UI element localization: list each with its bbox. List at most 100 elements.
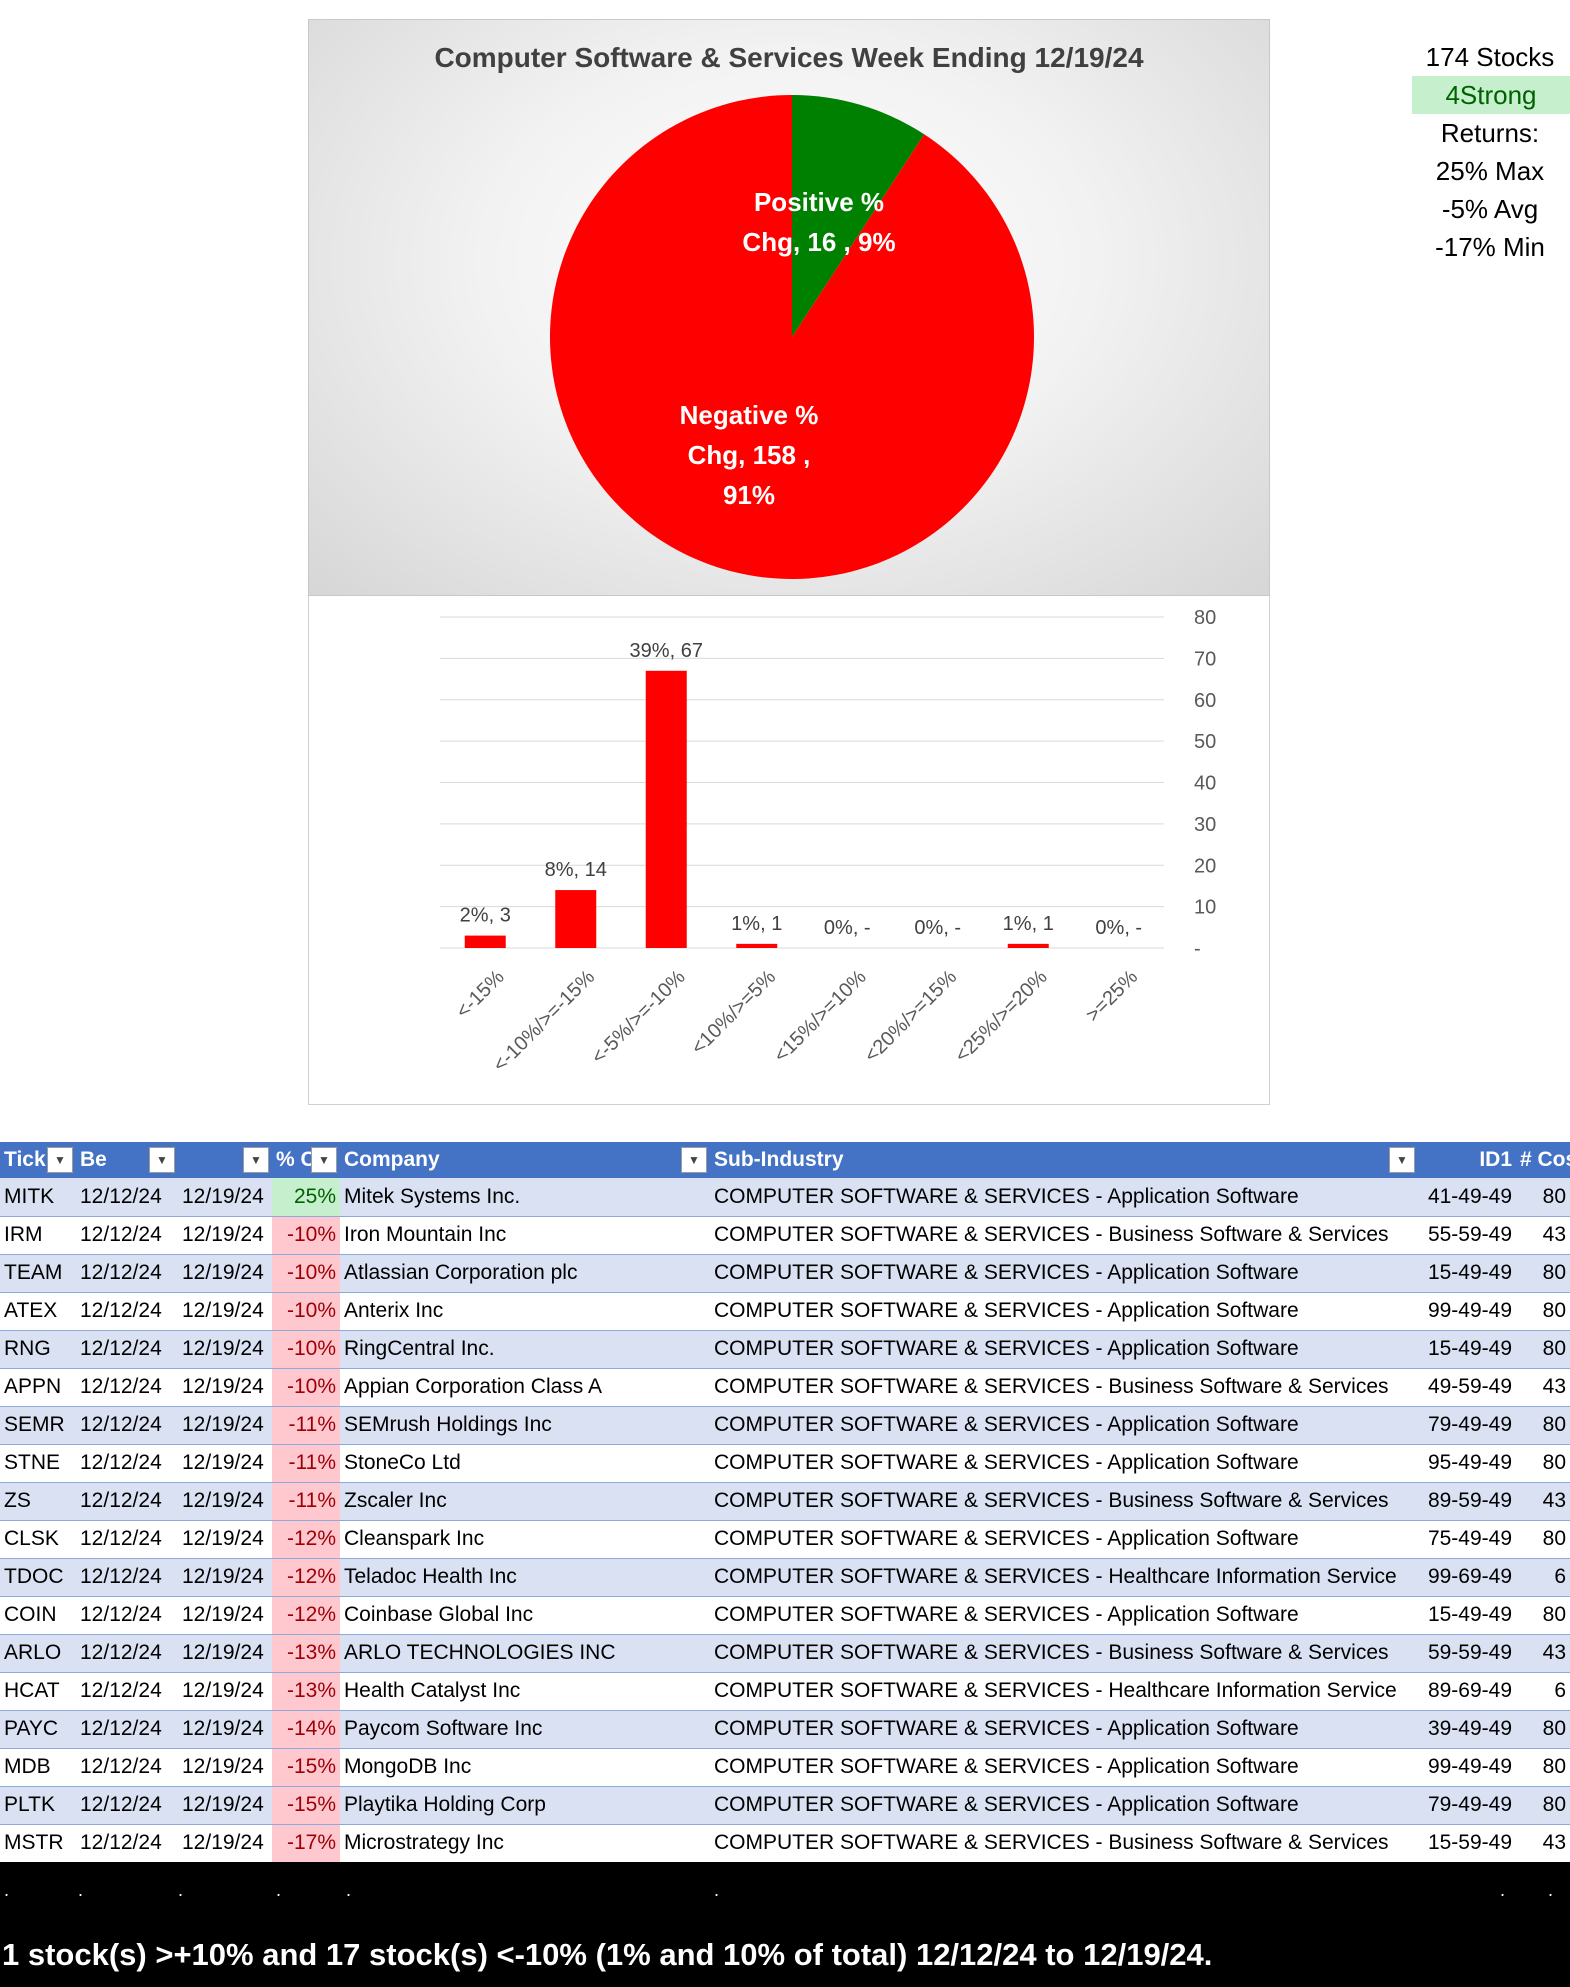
column-header[interactable]: Be ▼ xyxy=(76,1142,178,1178)
dropdown-arrow-icon[interactable]: ▼ xyxy=(1389,1147,1415,1173)
sub-industry-cell: COMPUTER SOFTWARE & SERVICES - Business … xyxy=(710,1368,1418,1407)
sub-industry-cell: COMPUTER SOFTWARE & SERVICES - Applicati… xyxy=(710,1748,1418,1787)
pct-change-cell: -11% xyxy=(272,1406,340,1445)
begin-date-cell: 12/12/24 xyxy=(76,1178,178,1217)
y-tick-label: 30 xyxy=(1194,814,1216,836)
bar-data-label: 0%, - xyxy=(1095,917,1142,939)
pct-change-cell: -10% xyxy=(272,1292,340,1331)
ticker-cell: MDB xyxy=(0,1748,76,1787)
pct-change-cell: -13% xyxy=(272,1672,340,1711)
end-date-cell: 12/19/24 xyxy=(178,1444,272,1483)
end-date-cell: 12/19/24 xyxy=(178,1254,272,1293)
column-header[interactable]: Sub-Industry ▼ xyxy=(710,1142,1418,1178)
negative-label-line2: Chg, 158 , xyxy=(687,440,811,470)
end-date-cell: 12/19/24 xyxy=(178,1216,272,1255)
bar xyxy=(464,935,506,948)
pct-change-cell: -11% xyxy=(272,1444,340,1483)
company-cell: Appian Corporation Class A xyxy=(340,1368,710,1407)
sub-industry-cell: COMPUTER SOFTWARE & SERVICES - Applicati… xyxy=(710,1330,1418,1369)
ticker-cell: COIN xyxy=(0,1596,76,1635)
pie-slice-positive xyxy=(792,95,925,337)
begin-date-cell: 12/12/24 xyxy=(76,1216,178,1255)
table-header-row: Tick▼Be▼E▼% C▼Company▼Sub-Industry▼ID1# … xyxy=(0,1142,1570,1178)
company-cell: Zscaler Inc xyxy=(340,1482,710,1521)
positive-label-line1: Positive % xyxy=(753,187,885,217)
bar xyxy=(645,670,687,948)
company-cell: Microstrategy Inc xyxy=(340,1824,710,1863)
bar-data-label: 39%, 67 xyxy=(630,640,703,662)
summary-panel: 174 Stocks 4Strong Returns: 25% Max -5% … xyxy=(1410,38,1570,266)
id-cell: 15-49-49 xyxy=(1418,1596,1516,1635)
bar-data-label: 0%, - xyxy=(914,917,961,939)
ticker-cell: SEMR xyxy=(0,1406,76,1445)
pct-change-cell: -12% xyxy=(272,1558,340,1597)
end-date-cell: 12/19/24 xyxy=(178,1178,272,1217)
column-header-label: Sub-Industry xyxy=(714,1148,844,1171)
column-header[interactable]: Tick ▼ xyxy=(0,1142,76,1178)
sub-industry-cell: COMPUTER SOFTWARE & SERVICES - Applicati… xyxy=(710,1710,1418,1749)
count-cell: 43 xyxy=(1516,1216,1570,1255)
id-cell: 15-49-49 xyxy=(1418,1254,1516,1293)
x-tick-label: >=25% xyxy=(1082,966,1143,1027)
sub-industry-cell: COMPUTER SOFTWARE & SERVICES - Business … xyxy=(710,1216,1418,1255)
company-cell: Coinbase Global Inc xyxy=(340,1596,710,1635)
table-row: HCAT 12/12/24 12/19/24 -13% Health Catalyst … xyxy=(0,1672,1570,1711)
bar-data-label: 1%, 1 xyxy=(731,913,782,935)
dropdown-arrow-icon[interactable]: ▼ xyxy=(47,1147,73,1173)
dropdown-arrow-icon[interactable]: ▼ xyxy=(243,1147,269,1173)
begin-date-cell: 12/12/24 xyxy=(76,1748,178,1787)
pct-change-cell: -13% xyxy=(272,1634,340,1673)
positive-slice-label: Positive % Chg, 16 , 9% xyxy=(729,182,909,262)
column-header-label: Company xyxy=(344,1148,440,1171)
column-header[interactable]: # Cos xyxy=(1516,1142,1570,1178)
column-header[interactable]: ID1 xyxy=(1418,1142,1516,1178)
pct-change-cell: -11% xyxy=(272,1482,340,1521)
sub-industry-cell: COMPUTER SOFTWARE & SERVICES - Healthcar… xyxy=(710,1558,1418,1597)
strength-rating: 4Strong xyxy=(1412,76,1570,114)
company-cell: ARLO TECHNOLOGIES INC xyxy=(340,1634,710,1673)
sub-industry-cell: COMPUTER SOFTWARE & SERVICES - Applicati… xyxy=(710,1444,1418,1483)
table-row: ZS 12/12/24 12/19/24 -11% Zscaler Inc COMPUTE… xyxy=(0,1482,1570,1521)
begin-date-cell: 12/12/24 xyxy=(76,1482,178,1521)
table-row: STNE 12/12/24 12/19/24 -11% StoneCo Ltd COMPU… xyxy=(0,1444,1570,1483)
column-header[interactable]: Company ▼ xyxy=(340,1142,710,1178)
y-tick-label: - xyxy=(1194,938,1201,960)
count-cell: 43 xyxy=(1516,1824,1570,1863)
positive-label-line2: Chg, 16 , 9% xyxy=(742,227,896,257)
table-row: MDB 12/12/24 12/19/24 -15% MongoDB Inc COMPUT… xyxy=(0,1748,1570,1787)
table-row: MSTR 12/12/24 12/19/24 -17% Microstrategy In… xyxy=(0,1824,1570,1863)
negative-label-line1: Negative % xyxy=(679,400,819,430)
pct-change-cell: -14% xyxy=(272,1710,340,1749)
pct-change-cell: -10% xyxy=(272,1216,340,1255)
bar xyxy=(1007,943,1049,948)
table-row: IRM 12/12/24 12/19/24 -10% Iron Mountain Inc… xyxy=(0,1216,1570,1255)
stock-table: Tick▼Be▼E▼% C▼Company▼Sub-Industry▼ID1# … xyxy=(0,1142,1570,1863)
dropdown-arrow-icon[interactable]: ▼ xyxy=(149,1147,175,1173)
end-date-cell: 12/19/24 xyxy=(178,1368,272,1407)
y-tick-label: 50 xyxy=(1194,731,1216,753)
pct-change-cell: -10% xyxy=(272,1330,340,1369)
count-cell: 6 xyxy=(1516,1672,1570,1711)
dropdown-arrow-icon[interactable]: ▼ xyxy=(681,1147,707,1173)
company-cell: Teladoc Health Inc xyxy=(340,1558,710,1597)
end-date-cell: 12/19/24 xyxy=(178,1786,272,1825)
y-tick-label: 10 xyxy=(1194,897,1216,919)
footer-banner: ........ 1 stock(s) >+10% and 17 stock(s… xyxy=(0,1862,1570,1987)
column-header[interactable]: % C ▼ xyxy=(272,1142,340,1178)
begin-date-cell: 12/12/24 xyxy=(76,1786,178,1825)
dropdown-arrow-icon[interactable]: ▼ xyxy=(311,1147,337,1173)
begin-date-cell: 12/12/24 xyxy=(76,1710,178,1749)
bar xyxy=(555,890,597,948)
x-tick-label: <20%/>=15% xyxy=(860,966,961,1067)
begin-date-cell: 12/12/24 xyxy=(76,1824,178,1863)
end-date-cell: 12/19/24 xyxy=(178,1748,272,1787)
company-cell: Mitek Systems Inc. xyxy=(340,1178,710,1217)
count-cell: 80 xyxy=(1516,1444,1570,1483)
returns-label: Returns: xyxy=(1440,118,1540,148)
y-tick-label: 60 xyxy=(1194,690,1216,712)
column-header[interactable]: E▼ xyxy=(178,1142,272,1178)
x-tick-label: <15%/>=10% xyxy=(770,966,871,1067)
ticker-cell: STNE xyxy=(0,1444,76,1483)
pie-chart-panel: Computer Software & Services Week Ending… xyxy=(308,19,1270,596)
table-row: MITK 12/12/24 12/19/24 25% Mitek Systems Inc… xyxy=(0,1178,1570,1217)
